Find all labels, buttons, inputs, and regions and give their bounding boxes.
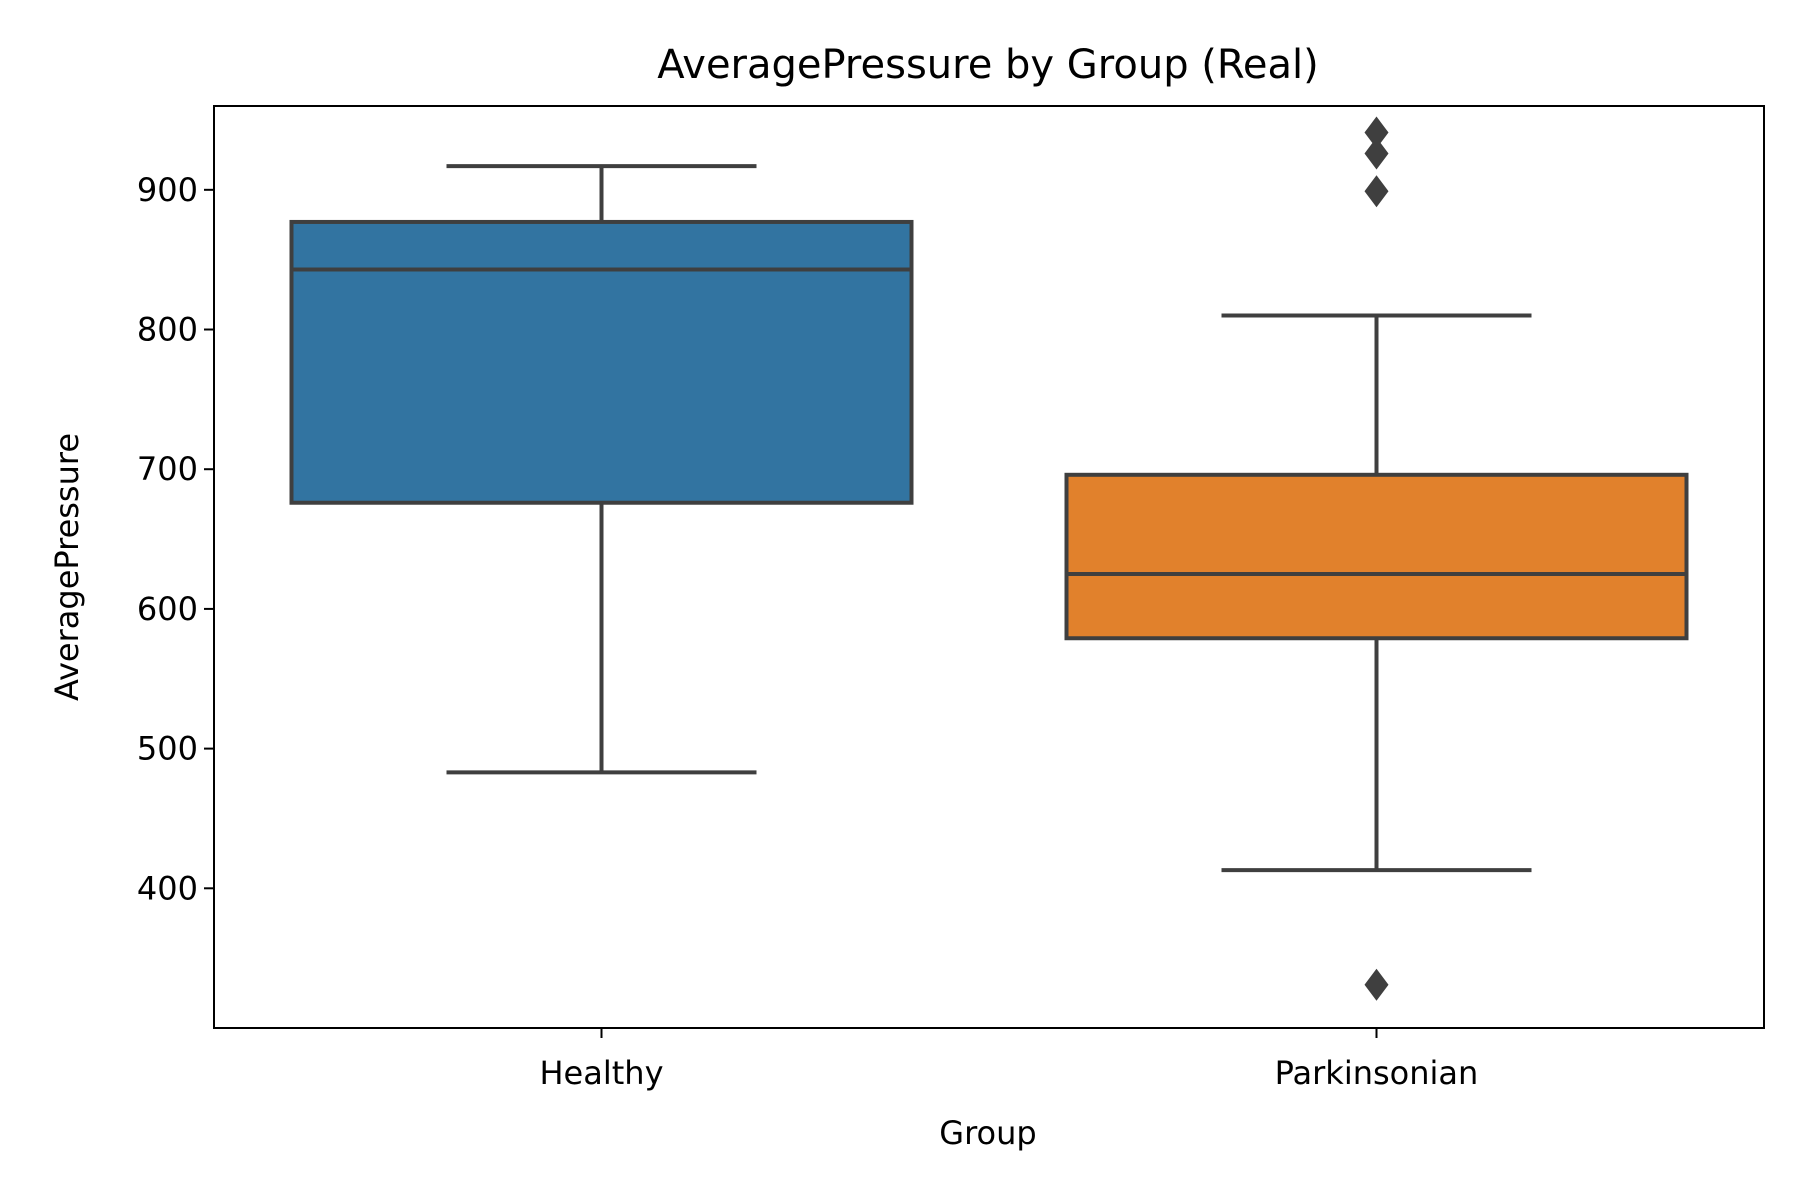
y-tick-label: 600 xyxy=(137,590,198,628)
y-axis-label: AveragePressure xyxy=(48,433,86,701)
x-tick-label: Healthy xyxy=(539,1054,663,1092)
parkinsonian-outlier-point xyxy=(1364,175,1389,208)
plot-area: 400 500 600 700 800 900 Healthy Parkinsonian xyxy=(137,116,1689,1092)
y-tick-label: 800 xyxy=(137,311,198,349)
y-tick-label: 500 xyxy=(137,730,198,768)
healthy-box xyxy=(289,219,914,505)
parkinsonian-outlier-point xyxy=(1364,116,1389,149)
x-tick-label: Parkinsonian xyxy=(1275,1054,1479,1092)
y-tick-label: 400 xyxy=(137,869,198,907)
y-tick-label: 900 xyxy=(137,171,198,209)
plot-frame xyxy=(213,105,1765,1029)
parkinsonian-outlier-point xyxy=(1364,968,1389,1001)
y-tick-label: 700 xyxy=(137,450,198,488)
chart-title: AveragePressure by Group (Real) xyxy=(657,42,1318,88)
parkinsonian-box xyxy=(1064,472,1689,641)
parkinsonian-outlier-point xyxy=(1364,137,1389,170)
x-axis-label: Group xyxy=(939,1114,1036,1152)
